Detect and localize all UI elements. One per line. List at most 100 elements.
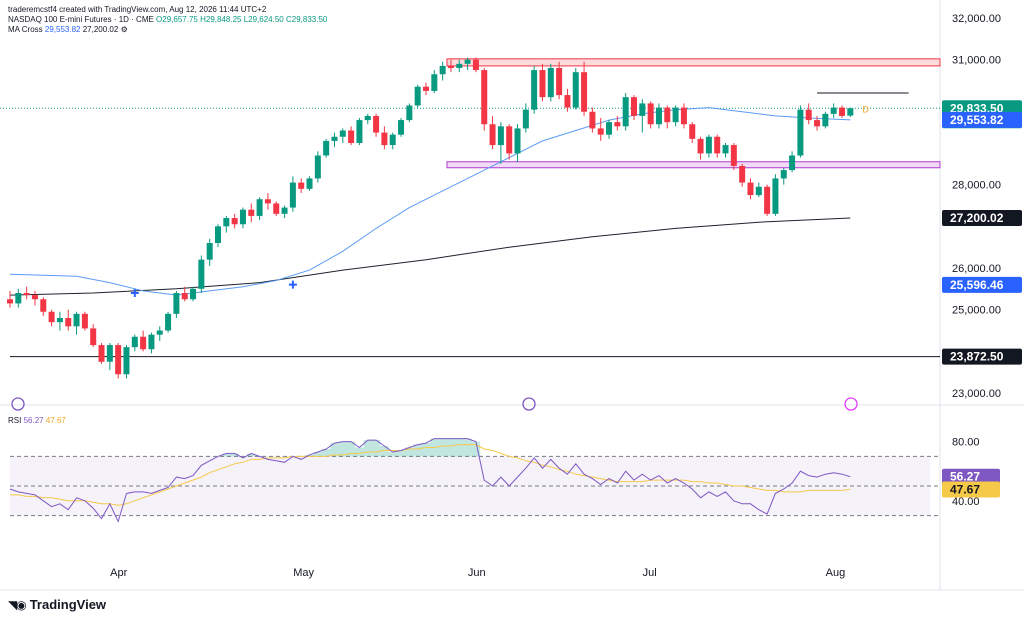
- candle: [423, 82, 429, 96]
- ohlc-open: O29,657.75: [156, 15, 198, 24]
- candle: [597, 118, 604, 141]
- candle: [323, 138, 330, 158]
- candle-body: [156, 330, 163, 335]
- candle-body: [631, 97, 637, 116]
- symbol-title[interactable]: NASDAQ 100 E-mini Futures · 1D · CME: [8, 15, 154, 24]
- zone-support: [446, 161, 941, 169]
- candle: [281, 205, 288, 218]
- candle: [481, 68, 488, 131]
- candle-body: [414, 86, 421, 106]
- candle: [190, 286, 197, 302]
- tradingview-logo[interactable]: ◥◉ TradingView: [8, 597, 106, 612]
- candle: [822, 111, 829, 129]
- candle: [331, 132, 338, 148]
- candle-body: [489, 124, 496, 146]
- candle: [65, 309, 72, 331]
- candle-body: [506, 126, 513, 154]
- candle-body: [764, 186, 771, 214]
- ma-cross-marker: [130, 289, 139, 297]
- candle: [348, 126, 355, 146]
- rsi-legend[interactable]: RSI 56.27 47.67: [8, 416, 66, 426]
- candle-body: [389, 134, 396, 146]
- price-badge: [942, 276, 1022, 293]
- candle-body: [722, 145, 729, 154]
- candle: [747, 178, 754, 200]
- candle-body: [672, 107, 679, 123]
- candle-body: [40, 299, 47, 312]
- candle-body: [123, 347, 130, 375]
- price-badge-label: 27,200.02: [950, 211, 1004, 225]
- candle: [447, 59, 454, 73]
- candle: [614, 115, 621, 131]
- candle-body: [472, 59, 479, 71]
- candle-body: [173, 293, 180, 314]
- symbol-line: NASDAQ 100 E-mini Futures · 1D · CME O29…: [8, 15, 327, 25]
- candle-body: [739, 165, 746, 183]
- candle-body: [514, 128, 521, 154]
- candle: [173, 290, 180, 318]
- candle-body: [730, 145, 737, 166]
- price-badge-label: 25,596.46: [950, 278, 1004, 292]
- candle-body: [323, 140, 330, 156]
- candle-body: [140, 336, 147, 350]
- candle: [606, 120, 613, 139]
- price-tick-label: 26,000.00: [952, 263, 1001, 275]
- candle-body: [56, 318, 63, 323]
- candle: [664, 105, 671, 129]
- candle: [398, 118, 405, 137]
- candle-body: [539, 70, 546, 98]
- candle-body: [481, 70, 488, 125]
- candle: [364, 113, 371, 125]
- candle: [680, 103, 687, 129]
- candle: [514, 124, 521, 162]
- candle-body: [705, 136, 712, 154]
- candle-body: [423, 86, 429, 91]
- candle-body: [239, 209, 246, 225]
- candle-body: [780, 170, 787, 179]
- ma-cross-legend[interactable]: MA Cross 29,553.82 27,200.02 ⚙: [8, 25, 128, 35]
- zone-resistance: [446, 58, 941, 67]
- candle-body: [797, 109, 804, 156]
- candle: [472, 57, 479, 73]
- ma-cross-marker: [288, 280, 297, 289]
- time-tick-label: Jun: [468, 567, 486, 579]
- candle-body: [115, 345, 122, 375]
- price-badge-label: 23,872.50: [950, 350, 1004, 364]
- candle-body: [406, 105, 413, 121]
- time-tick-label: Apr: [110, 567, 127, 579]
- candle: [572, 68, 579, 110]
- candle: [839, 105, 845, 118]
- rsi-badge: [942, 468, 1000, 485]
- rsi-tick-label: 80.00: [952, 437, 980, 449]
- candle: [7, 290, 13, 308]
- candle: [431, 70, 438, 93]
- candle-body: [23, 293, 30, 296]
- candle: [31, 290, 38, 306]
- candle-body: [839, 107, 845, 116]
- candle: [356, 118, 363, 146]
- candle-body: [431, 74, 438, 91]
- candle-body: [622, 97, 629, 127]
- price-badge: [942, 111, 1022, 128]
- candle: [123, 345, 130, 379]
- candle-body: [73, 313, 80, 327]
- candle-body: [830, 107, 837, 114]
- candle-body: [306, 178, 313, 189]
- candle: [689, 122, 696, 143]
- candle-body: [755, 186, 762, 196]
- ohlc-close: C29,833.50: [285, 15, 328, 24]
- candle-body: [464, 59, 471, 64]
- candle-body: [198, 259, 205, 289]
- candle: [231, 213, 238, 229]
- candle-body: [531, 70, 538, 110]
- logo-text: TradingView: [29, 597, 107, 612]
- candle-body: [298, 182, 305, 189]
- price-tick-label: 23,000.00: [952, 388, 1001, 400]
- candle-body: [697, 138, 704, 154]
- candle: [414, 84, 421, 108]
- candle: [797, 105, 804, 158]
- candle: [306, 176, 313, 191]
- candle-body: [497, 126, 504, 146]
- settings-icon[interactable]: ⚙: [120, 25, 128, 34]
